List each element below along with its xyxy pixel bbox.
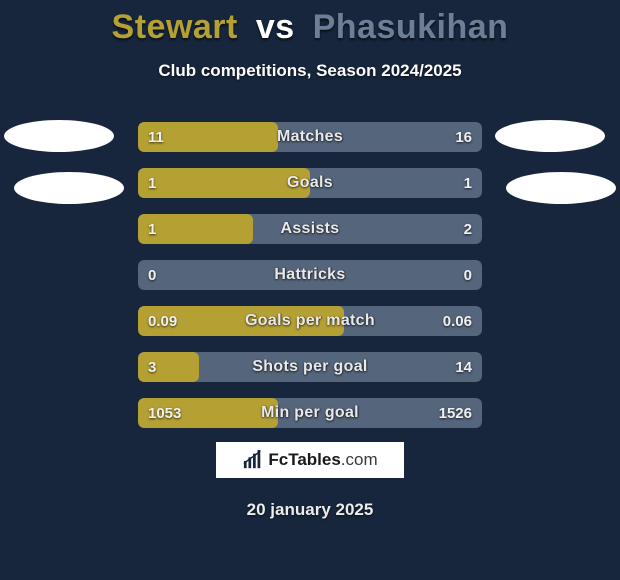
subtitle: Club competitions, Season 2024/2025	[0, 61, 620, 81]
stat-label: Goals per match	[138, 306, 482, 336]
stat-label: Assists	[138, 214, 482, 244]
stat-label: Shots per goal	[138, 352, 482, 382]
fctables-logo: FcTables.com	[215, 441, 405, 479]
stat-label: Hattricks	[138, 260, 482, 290]
avatar-placeholder	[4, 120, 114, 152]
avatar-placeholder	[506, 172, 616, 204]
title-right: Phasukihan	[313, 8, 509, 46]
title-left: Stewart	[112, 8, 238, 46]
stat-row: 12Assists	[138, 214, 482, 244]
stat-row: 1116Matches	[138, 122, 482, 152]
stat-row: 10531526Min per goal	[138, 398, 482, 428]
stat-row: 0.090.06Goals per match	[138, 306, 482, 336]
stat-row: 00Hattricks	[138, 260, 482, 290]
page-title: Stewart vs Phasukihan	[0, 0, 620, 47]
logo-text: FcTables.com	[268, 450, 377, 470]
stat-row: 11Goals	[138, 168, 482, 198]
title-vs: vs	[256, 8, 295, 46]
logo-brand: FcTables	[268, 450, 340, 470]
avatar-placeholder	[495, 120, 605, 152]
stats-bars: 1116Matches 11Goals 12Assists 00Hattricks 0.…	[138, 122, 482, 444]
stat-label: Goals	[138, 168, 482, 198]
stat-label: Min per goal	[138, 398, 482, 428]
stat-label: Matches	[138, 122, 482, 152]
avatar-placeholder	[14, 172, 124, 204]
logo-domain: .com	[341, 450, 378, 470]
date-text: 20 january 2025	[0, 500, 620, 520]
stat-row: 314Shots per goal	[138, 352, 482, 382]
chart-icon	[242, 450, 264, 470]
